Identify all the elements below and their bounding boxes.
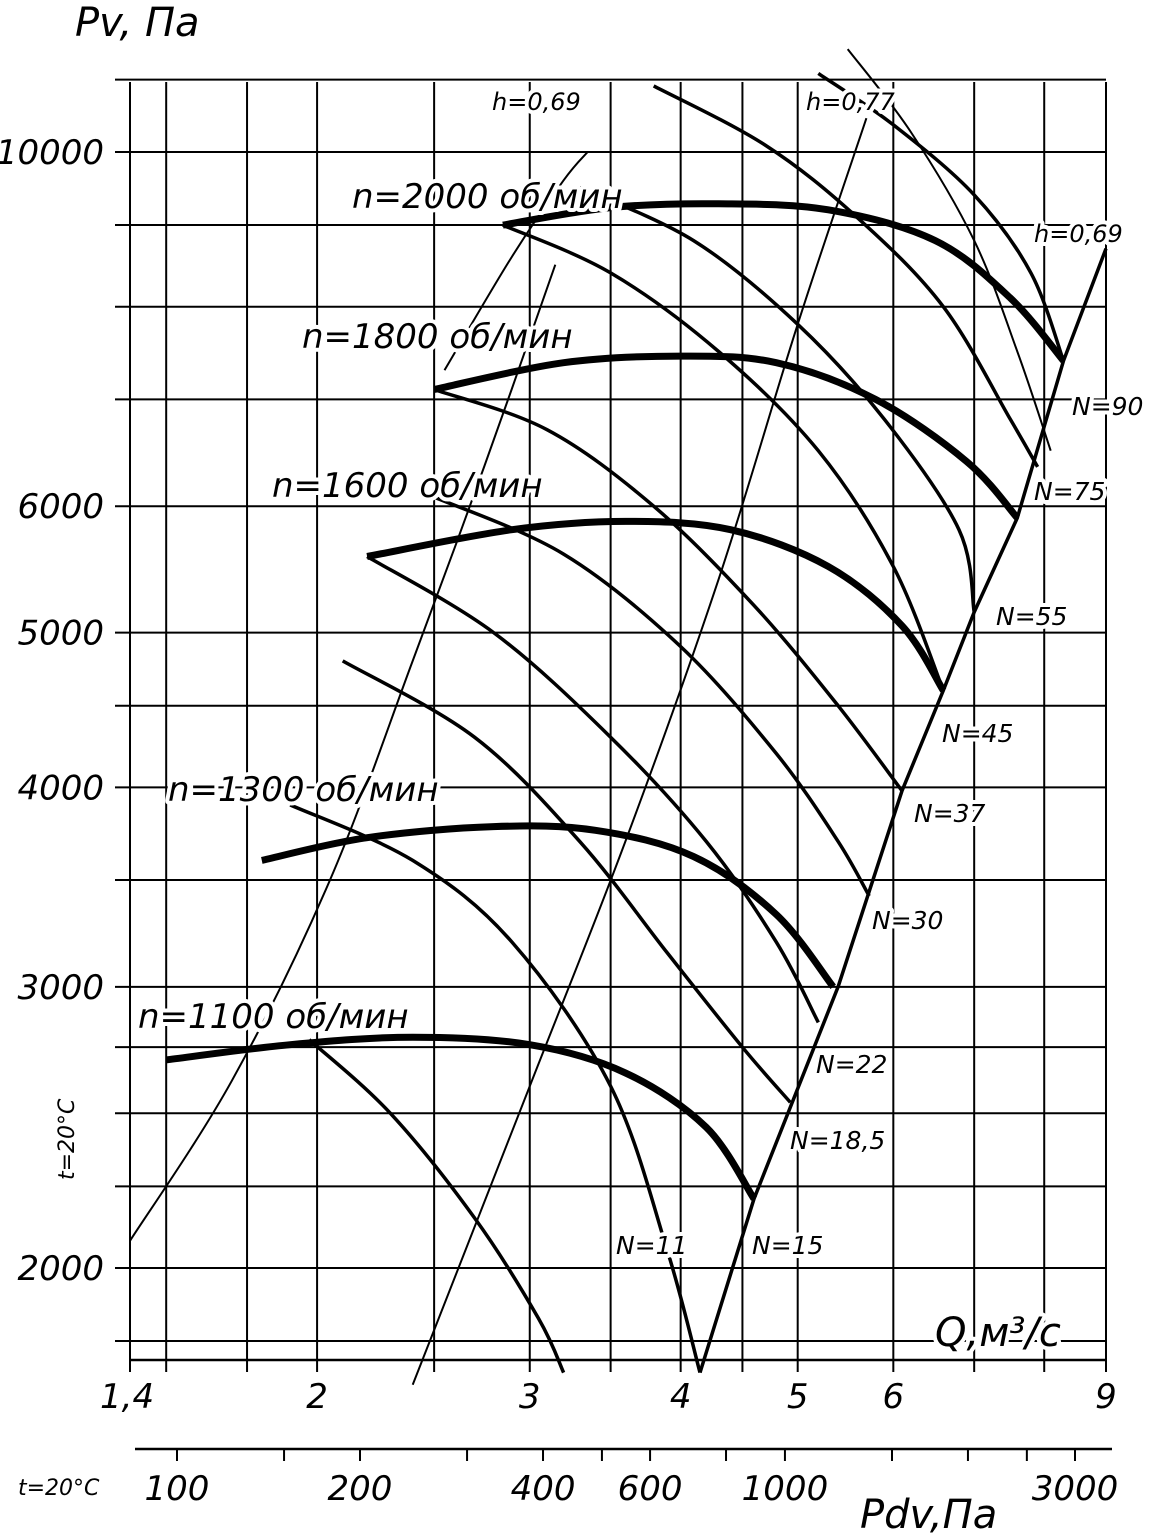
power-label: N=30 <box>872 906 943 935</box>
labels: 10000 6000 5000 4000 3000 2000 1,4 2 3 4 5 6 9 100 200… <box>0 84 1147 1509</box>
power-lines <box>289 71 1066 1374</box>
power-label: N=18,5 <box>790 1126 885 1155</box>
secondary-tick-label: 200 <box>328 1469 393 1509</box>
speed-line <box>366 517 947 693</box>
y-tick-label: 3000 <box>17 968 104 1008</box>
y-tick-label: 6000 <box>17 487 104 527</box>
power-line <box>817 71 1066 362</box>
y-tick-label: 10000 <box>0 133 104 173</box>
speed-label: n=1300 об/мин <box>168 770 439 810</box>
speed-line <box>165 1033 757 1201</box>
efficiency-line <box>846 48 1052 452</box>
efficiency-lines <box>129 48 1052 1386</box>
power-line <box>289 803 702 1374</box>
axis-labels: Pv, Па Q,м³/с Pdv,Па t=20°C t=20°C <box>18 0 1065 1536</box>
y-tick-label: 4000 <box>17 768 104 808</box>
side-temperature-label: t=20°C <box>55 1098 80 1180</box>
x-tick-label: 6 <box>883 1377 905 1417</box>
y-tick-label: 5000 <box>17 614 104 654</box>
x-tick-label: 4 <box>670 1377 692 1417</box>
x-tick-label: 5 <box>787 1377 809 1417</box>
y-axis-title: Pv, Па <box>75 0 200 46</box>
power-line <box>502 223 945 692</box>
secondary-axis-prefix: t=20°C <box>18 1476 100 1501</box>
x-axis-title: Q,м³/с <box>935 1310 1061 1356</box>
power-line <box>366 555 820 1024</box>
power-line <box>341 659 792 1104</box>
secondary-tick-label: 600 <box>618 1469 683 1509</box>
speed-line <box>502 200 1067 364</box>
efficiency-label: h=0,69 <box>1034 220 1123 248</box>
efficiency-line <box>129 264 557 1242</box>
speed-lines <box>165 200 1067 1201</box>
power-line <box>578 186 976 613</box>
power-label: N=45 <box>942 719 1013 748</box>
x-tick-label: 9 <box>1095 1377 1117 1417</box>
secondary-axis-title: Pdv,Па <box>860 1492 997 1536</box>
power-line <box>433 387 904 792</box>
efficiency-line <box>411 117 868 1386</box>
x-tick-label: 1,4 <box>100 1377 154 1417</box>
power-label: N=90 <box>1072 392 1143 421</box>
power-label: N=22 <box>816 1050 887 1079</box>
power-line <box>652 84 1040 468</box>
efficiency-label: h=0,69 <box>492 88 581 116</box>
power-label: N=37 <box>914 799 986 828</box>
secondary-tick-label: 100 <box>145 1469 210 1509</box>
speed-label: n=1800 об/мин <box>302 317 573 357</box>
efficiency-line <box>443 151 589 371</box>
power-label: N=11 <box>616 1231 687 1260</box>
speed-line <box>261 822 836 989</box>
power-label: N=15 <box>752 1231 823 1260</box>
x-tick-label: 3 <box>519 1377 541 1417</box>
power-line <box>308 1038 566 1374</box>
y-tick-label: 2000 <box>17 1249 104 1289</box>
speed-label: n=1600 об/мин <box>272 466 543 506</box>
efficiency-label: h=0,77 <box>806 88 895 116</box>
power-line <box>433 495 871 897</box>
power-label: N=75 <box>1034 477 1105 506</box>
secondary-tick-label: 3000 <box>1032 1469 1119 1509</box>
speed-label: n=1100 об/мин <box>138 997 409 1037</box>
secondary-tick-label: 400 <box>511 1469 576 1509</box>
grid <box>115 78 1112 1461</box>
x-tick-label: 2 <box>306 1377 328 1417</box>
speed-label: n=2000 об/мин <box>352 177 623 217</box>
secondary-tick-label: 1000 <box>742 1469 829 1509</box>
speed-line <box>433 352 1020 521</box>
power-label: N=55 <box>996 602 1067 631</box>
